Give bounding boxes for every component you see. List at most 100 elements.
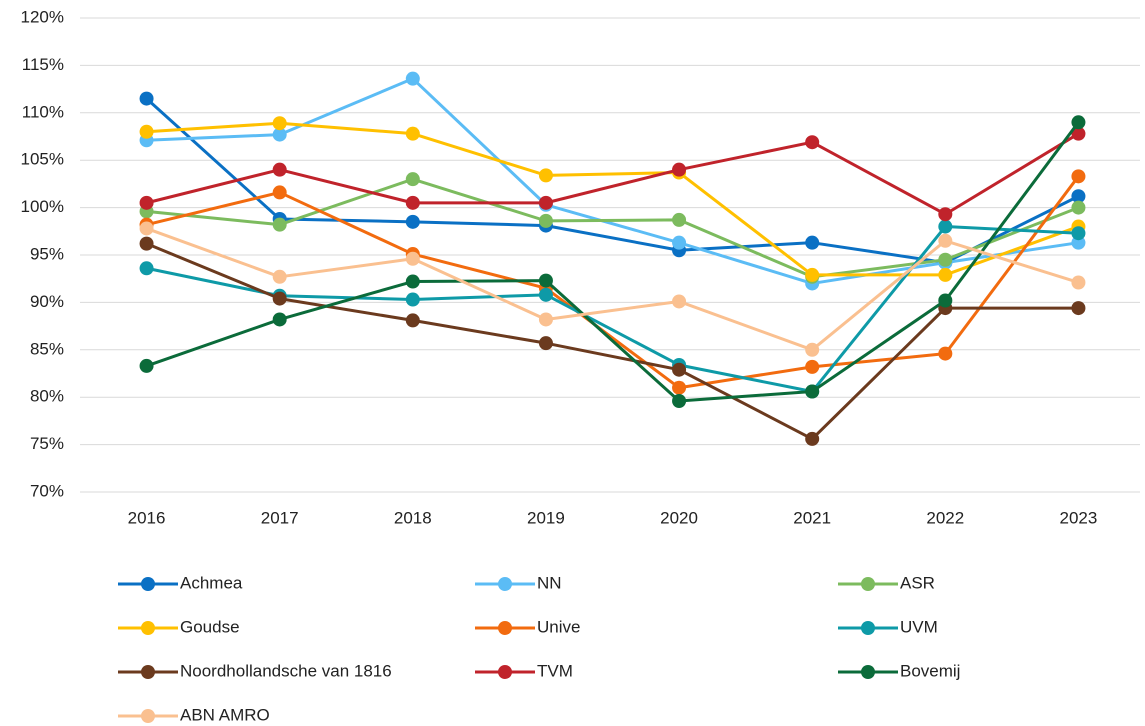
data-point — [405, 313, 420, 328]
data-point — [405, 195, 420, 210]
series-line — [146, 175, 1080, 390]
data-point — [538, 195, 553, 210]
data-point — [1071, 301, 1086, 316]
x-tick-label: 2017 — [261, 508, 299, 527]
legend-marker — [861, 621, 875, 635]
data-point — [139, 358, 154, 373]
data-point — [1071, 275, 1086, 290]
data-point — [272, 162, 287, 177]
data-point — [805, 267, 820, 282]
y-tick-label: 105% — [21, 150, 64, 169]
data-point — [538, 213, 553, 228]
series-line — [146, 225, 1079, 394]
legend-label: Achmea — [180, 573, 243, 592]
data-point — [938, 219, 953, 234]
y-tick-label: 90% — [30, 292, 64, 311]
data-point — [672, 294, 687, 309]
series-line — [146, 121, 1079, 277]
data-point — [1071, 200, 1086, 215]
x-tick-label: 2016 — [128, 508, 166, 527]
x-tick-label: 2019 — [527, 508, 565, 527]
data-point — [1071, 126, 1086, 141]
data-point — [672, 162, 687, 177]
legend-marker — [861, 665, 875, 679]
legend-marker — [498, 621, 512, 635]
legend-marker — [141, 665, 155, 679]
series-line — [146, 77, 1079, 285]
x-tick-label: 2022 — [926, 508, 964, 527]
data-point — [938, 267, 953, 282]
data-point — [405, 126, 420, 141]
data-point — [405, 71, 420, 86]
data-point — [1071, 189, 1086, 204]
legend-marker — [141, 709, 155, 723]
x-tick-label: 2021 — [793, 508, 831, 527]
legend-label: Goudse — [180, 617, 240, 636]
data-point — [805, 135, 820, 150]
data-point — [538, 273, 553, 288]
data-point — [272, 127, 287, 142]
data-point — [272, 269, 287, 284]
series-line — [146, 227, 1079, 352]
legend-marker — [861, 577, 875, 591]
data-point — [672, 380, 687, 395]
data-point — [672, 212, 687, 227]
data-point — [272, 185, 287, 200]
legend-label: ABN AMRO — [180, 705, 270, 724]
data-point — [272, 217, 287, 232]
y-tick-label: 80% — [30, 387, 64, 406]
legend-label: ASR — [900, 573, 935, 592]
x-tick-label: 2020 — [660, 508, 698, 527]
data-point — [538, 168, 553, 183]
data-point — [538, 312, 553, 327]
data-point — [139, 221, 154, 236]
y-tick-label: 75% — [30, 434, 64, 453]
data-point — [405, 214, 420, 229]
data-point — [405, 292, 420, 307]
data-point — [1071, 115, 1086, 130]
data-point — [805, 359, 820, 374]
y-tick-label: 85% — [30, 339, 64, 358]
data-point — [538, 336, 553, 351]
data-point — [139, 236, 154, 251]
legend-label: UVM — [900, 617, 938, 636]
data-point — [538, 287, 553, 302]
y-tick-label: 115% — [22, 55, 64, 74]
data-point — [672, 362, 687, 377]
legend-label: Noordhollandsche van 1816 — [180, 661, 392, 680]
x-tick-label: 2023 — [1060, 508, 1098, 527]
legend-label: TVM — [537, 661, 573, 680]
legend-marker — [498, 665, 512, 679]
legend-marker — [498, 577, 512, 591]
data-point — [672, 235, 687, 250]
data-point — [938, 233, 953, 248]
data-point — [805, 384, 820, 399]
data-point — [938, 252, 953, 267]
series-line — [146, 177, 1079, 279]
data-point — [805, 431, 820, 446]
data-point — [272, 312, 287, 327]
legend-label: Bovemij — [900, 661, 960, 680]
data-point — [272, 116, 287, 131]
y-tick-label: 100% — [21, 197, 64, 216]
series-line — [145, 242, 1079, 441]
y-tick-label: 110% — [22, 102, 64, 121]
legend-label: NN — [537, 573, 562, 592]
data-point — [272, 291, 287, 306]
series-line — [146, 121, 1080, 403]
data-point — [139, 124, 154, 139]
data-point — [1071, 226, 1086, 241]
legend-label: Unive — [537, 617, 580, 636]
x-tick-label: 2018 — [394, 508, 432, 527]
data-point — [805, 235, 820, 250]
data-point — [938, 293, 953, 308]
data-point — [139, 261, 154, 276]
data-point — [405, 251, 420, 266]
data-point — [672, 393, 687, 408]
data-point — [405, 172, 420, 187]
data-point — [139, 195, 154, 210]
data-point — [938, 207, 953, 222]
data-point — [405, 274, 420, 289]
